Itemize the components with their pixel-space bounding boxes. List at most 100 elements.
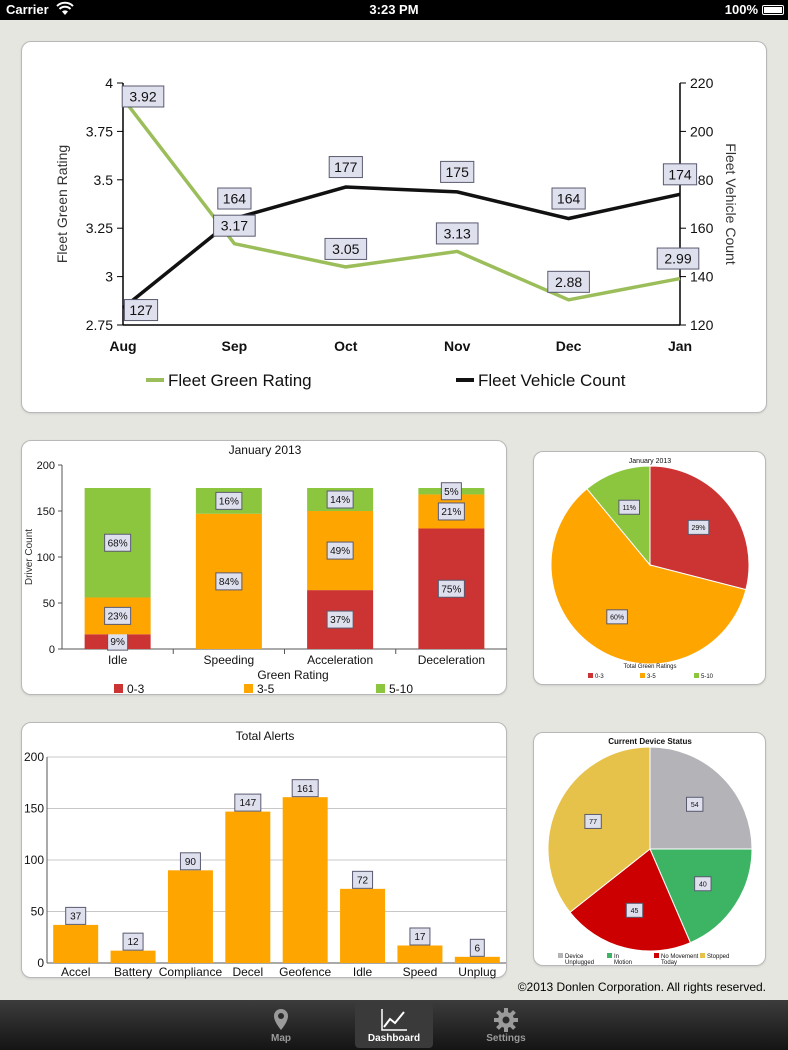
green-rating-label: 3.92 bbox=[129, 89, 156, 105]
segment-label: 68% bbox=[108, 538, 128, 549]
segment-label-box bbox=[437, 579, 465, 598]
alert-bar bbox=[282, 797, 328, 963]
segment-label-box bbox=[326, 490, 354, 509]
alert-bar-label: 37 bbox=[70, 911, 82, 922]
vehicle-count-label: 127 bbox=[129, 302, 153, 318]
alert-bar-label: 72 bbox=[357, 875, 369, 886]
battery-icon bbox=[762, 5, 784, 15]
green-rating-label-box bbox=[656, 247, 700, 270]
green-pie-panel: January 2013 29% 60% 11% Total Green Ratings… bbox=[533, 451, 766, 685]
clock: 3:23 PM bbox=[369, 2, 419, 17]
alert-bar-label-box bbox=[65, 906, 87, 925]
pie-title: Current Device Status bbox=[608, 737, 692, 746]
pie-slice bbox=[569, 848, 692, 952]
green-rating-label: 2.99 bbox=[664, 251, 691, 267]
carrier-label: Carrier bbox=[6, 2, 49, 17]
y-tick-label: 3.75 bbox=[86, 123, 113, 139]
segment-label: 84% bbox=[219, 577, 239, 588]
vehicle-count-label: 175 bbox=[446, 164, 470, 180]
alert-bar bbox=[167, 870, 213, 963]
green-rating-label: 3.17 bbox=[221, 218, 248, 234]
pie-slice-label: 40 bbox=[699, 881, 707, 888]
copyright-text: ©2013 Donlen Corporation. All rights res… bbox=[517, 980, 766, 994]
legend-label: In Motion bbox=[614, 954, 632, 966]
y-tick-label: 150 bbox=[37, 506, 55, 518]
x-tick-label: Speeding bbox=[204, 653, 255, 667]
total-alerts-chart: Total Alerts 0 50 100 150 200 37 Accel 12 Battery… bbox=[24, 729, 506, 979]
alert-bar bbox=[53, 924, 99, 963]
tab-settings[interactable]: Settings bbox=[467, 1003, 545, 1048]
x-tick-label: Jan bbox=[668, 338, 692, 354]
y-tick-label: 50 bbox=[31, 905, 45, 919]
y2-tick-label: 120 bbox=[690, 317, 714, 333]
status-bar: Carrier 3:23 PM 100% bbox=[0, 0, 788, 20]
green-rating-label-box bbox=[547, 270, 590, 293]
x-tick-label: Deceleration bbox=[418, 653, 485, 667]
legend-label: 3-5 bbox=[257, 682, 275, 696]
alert-bar bbox=[397, 945, 443, 963]
segment-label: 75% bbox=[441, 584, 461, 595]
y2-tick-label: 160 bbox=[690, 220, 714, 236]
x-tick-label: Idle bbox=[353, 965, 373, 979]
alert-bar-label-box bbox=[409, 927, 431, 946]
segment-label: 9% bbox=[110, 637, 125, 648]
alert-bar bbox=[225, 811, 271, 963]
green-rating-label: 3.05 bbox=[332, 241, 359, 257]
tab-map-label: Map bbox=[271, 1033, 291, 1044]
y-tick-label: 0 bbox=[49, 644, 55, 656]
legend-swatch bbox=[558, 953, 563, 958]
alert-bar bbox=[454, 956, 500, 963]
vehicle-count-label-box bbox=[662, 163, 698, 186]
segment-label: 21% bbox=[441, 507, 461, 518]
green-rating-line bbox=[121, 97, 681, 302]
legend-swatch bbox=[114, 684, 123, 693]
tab-dashboard-label: Dashboard bbox=[367, 1033, 421, 1044]
legend-swatch bbox=[376, 684, 385, 693]
green-rating-label-box bbox=[121, 85, 165, 108]
segment-label-box bbox=[440, 482, 462, 501]
x-tick-label: Aug bbox=[109, 338, 136, 354]
segment-label-box bbox=[104, 606, 132, 625]
pie-slice-label-box bbox=[686, 796, 704, 812]
y-tick-label: 4 bbox=[105, 75, 113, 91]
x-tick-label: Accel bbox=[61, 965, 90, 979]
legend-label: Stopped bbox=[707, 954, 729, 960]
legend-swatch bbox=[607, 953, 612, 958]
legend-label: 5-10 bbox=[701, 674, 714, 680]
green-rating-label: 2.88 bbox=[555, 274, 582, 290]
x-tick-label: Geofence bbox=[279, 965, 331, 979]
device-status-pie-chart: Current Device Status 54 40 45 77 Device Unplu… bbox=[547, 737, 753, 966]
tab-settings-label: Settings bbox=[486, 1033, 526, 1044]
chart-title: January 2013 bbox=[229, 443, 302, 457]
green-rating-pie-chart: January 2013 29% 60% 11% Total Green Ratings… bbox=[550, 458, 750, 680]
legend-green-rating-label: Fleet Green Rating bbox=[168, 371, 312, 390]
vehicle-count-label-box bbox=[551, 187, 586, 210]
pie-slice-label: 45 bbox=[631, 908, 639, 915]
pie-axis-label: Total Green Ratings bbox=[623, 664, 676, 670]
vehicle-count-label-box bbox=[217, 187, 252, 210]
pie-slice-label: 29% bbox=[691, 525, 705, 532]
alert-bar bbox=[110, 950, 156, 963]
green-rating-label-box bbox=[435, 222, 479, 245]
map-pin-icon bbox=[242, 1003, 320, 1033]
y2-axis-label: Fleet Vehicle Count bbox=[723, 143, 739, 265]
segment-label-box bbox=[326, 541, 354, 560]
legend-vehicle-count-label: Fleet Vehicle Count bbox=[478, 371, 626, 390]
legend-label: 3-5 bbox=[647, 674, 656, 680]
tab-dashboard[interactable]: Dashboard bbox=[355, 1003, 433, 1048]
alert-bar-label: 161 bbox=[297, 784, 314, 795]
y-axis-label: Driver Count bbox=[24, 529, 35, 585]
segment-label-box bbox=[104, 533, 132, 552]
chart-title: Total Alerts bbox=[236, 729, 295, 743]
y2-tick-label: 200 bbox=[690, 123, 714, 139]
y-axis-label: Fleet Green Rating bbox=[54, 145, 70, 263]
tab-map[interactable]: Map bbox=[242, 1003, 320, 1048]
y-tick-label: 0 bbox=[37, 956, 44, 970]
y-tick-label: 200 bbox=[37, 460, 55, 472]
pie-slice-label-box bbox=[606, 609, 628, 625]
legend-swatch bbox=[244, 684, 253, 693]
y-tick-label: 50 bbox=[43, 598, 55, 610]
segment-label: 14% bbox=[330, 495, 350, 506]
y-tick-label: 3.25 bbox=[86, 220, 113, 236]
